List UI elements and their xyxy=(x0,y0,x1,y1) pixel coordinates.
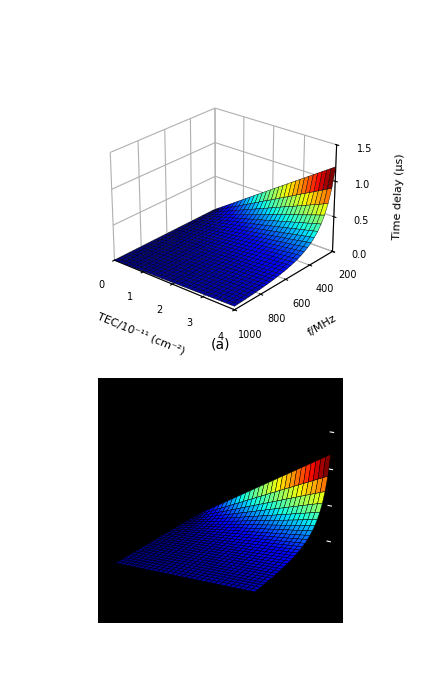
Text: (a): (a) xyxy=(211,337,230,351)
Y-axis label: f/MHz: f/MHz xyxy=(306,313,338,337)
X-axis label: TEC/10⁻¹¹ (cm⁻²): TEC/10⁻¹¹ (cm⁻²) xyxy=(95,311,186,356)
